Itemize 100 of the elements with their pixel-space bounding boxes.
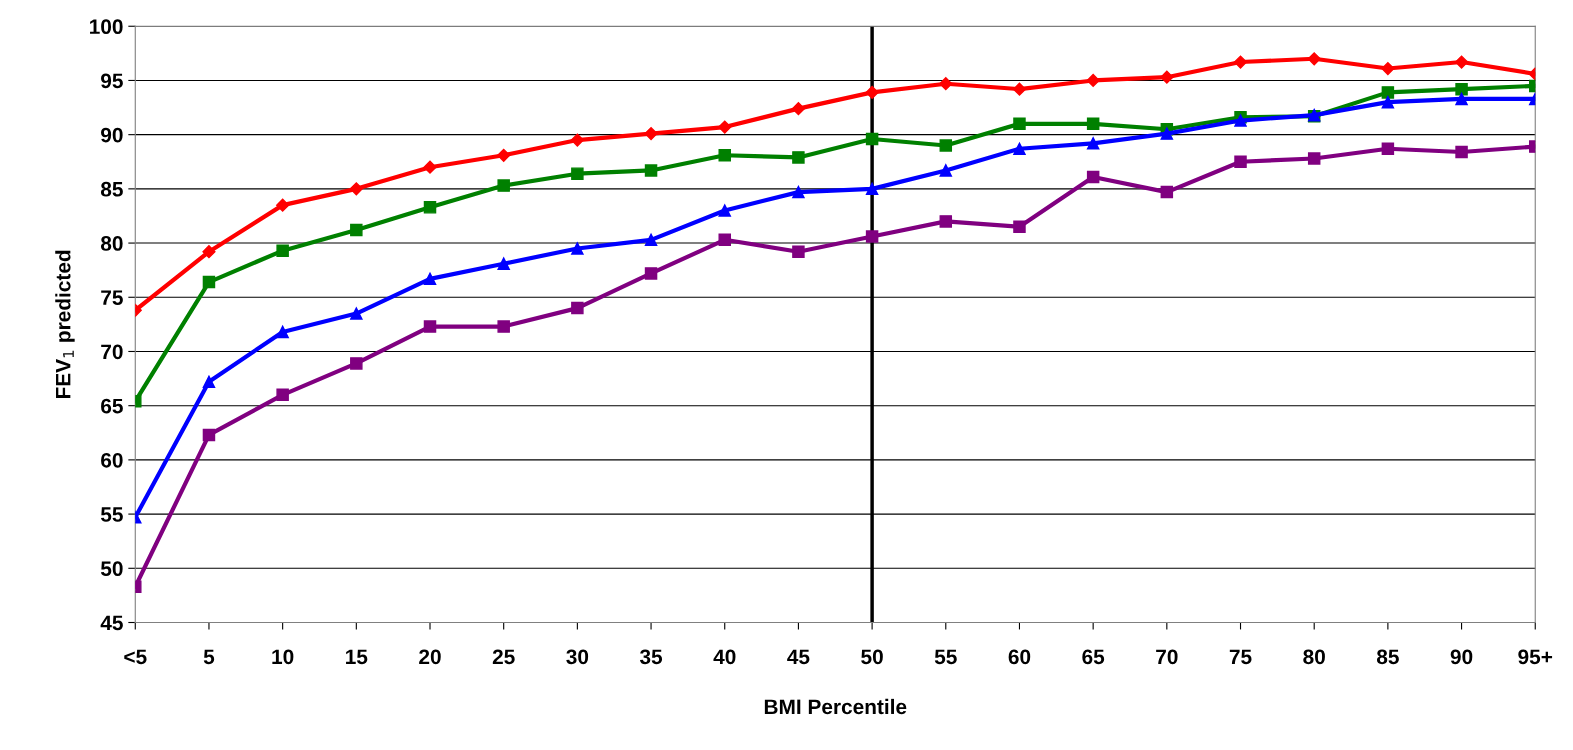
point — [423, 272, 437, 286]
point — [571, 242, 584, 255]
x-tick-label: 5 — [203, 649, 215, 665]
point — [1086, 73, 1100, 88]
point — [1455, 145, 1468, 159]
y-tick-label: 75 — [101, 290, 123, 306]
y-axis-title: FEV$_{1}$ predicted — [55, 250, 75, 399]
point — [644, 267, 658, 280]
x-tick-label: 65 — [1082, 649, 1105, 665]
point — [1013, 142, 1026, 156]
x-tick-label: 35 — [639, 649, 663, 665]
point — [1454, 55, 1469, 69]
point — [1012, 82, 1027, 96]
point — [1086, 137, 1100, 150]
point — [276, 244, 289, 257]
point — [792, 245, 805, 258]
point — [1381, 95, 1395, 109]
point — [1013, 117, 1026, 131]
point — [350, 307, 363, 320]
point — [1307, 152, 1321, 165]
point — [865, 132, 879, 146]
point — [1381, 61, 1395, 76]
point — [792, 151, 805, 164]
point — [939, 139, 953, 152]
point — [276, 388, 289, 402]
y-tick-label: 95 — [101, 73, 123, 89]
point — [865, 85, 879, 99]
y-tick-label: 45 — [100, 615, 123, 631]
point — [1160, 127, 1174, 140]
x-tick-label: 50 — [861, 649, 883, 665]
y-tick-label: 85 — [100, 181, 123, 197]
x-tick-label: 90 — [1450, 649, 1473, 665]
x-tick-label: 15 — [346, 649, 368, 665]
point — [1381, 86, 1395, 99]
point — [1013, 220, 1026, 234]
x-tick-label: 30 — [566, 649, 589, 665]
point — [497, 148, 511, 162]
x-tick-label: 60 — [1008, 649, 1031, 665]
point — [1455, 92, 1468, 106]
point — [1160, 70, 1174, 84]
point — [644, 126, 658, 141]
point — [865, 182, 879, 196]
point — [350, 223, 363, 237]
point — [1455, 82, 1468, 96]
x-tick-label: <5 — [124, 649, 147, 665]
point — [1307, 52, 1321, 66]
point — [1086, 117, 1100, 131]
y-tick-label: 55 — [100, 507, 123, 522]
y-tick-label: 90 — [101, 127, 123, 143]
x-tick-label: 70 — [1156, 649, 1178, 665]
point — [939, 164, 953, 177]
point — [1381, 142, 1395, 156]
x-tick-label: 75 — [1229, 649, 1252, 665]
point — [718, 204, 731, 217]
x-tick-label: 80 — [1303, 649, 1325, 665]
point — [276, 198, 290, 212]
point — [644, 233, 658, 247]
x-tick-label: 95+ — [1518, 649, 1553, 665]
point — [1086, 170, 1100, 184]
point — [865, 230, 879, 243]
y-tick-label: 65 — [101, 398, 123, 414]
point — [1233, 55, 1248, 69]
point — [497, 179, 510, 192]
x-tick-label: 20 — [419, 649, 441, 665]
point — [718, 149, 731, 162]
point — [571, 301, 584, 315]
point — [423, 160, 437, 174]
x-tick-label: 45 — [787, 649, 810, 665]
point — [423, 201, 437, 214]
point — [349, 182, 363, 196]
y-tick-label: 100 — [90, 19, 123, 34]
x-tick-label: 25 — [492, 649, 515, 665]
x-tick-label: 10 — [272, 649, 294, 665]
y-tick-label: 60 — [101, 452, 123, 468]
point — [718, 120, 732, 134]
point — [1160, 185, 1174, 199]
point — [939, 77, 953, 91]
y-tick-label: 70 — [101, 344, 123, 360]
point — [939, 215, 953, 228]
point — [276, 325, 289, 339]
point — [202, 428, 216, 442]
point — [350, 357, 363, 370]
point — [1234, 155, 1247, 169]
point — [644, 164, 658, 177]
y-tick-label: 50 — [100, 561, 123, 577]
point — [202, 275, 216, 289]
x-tick-label: 55 — [934, 649, 957, 665]
point — [571, 167, 584, 180]
point — [570, 133, 584, 147]
point — [202, 375, 216, 389]
point — [423, 320, 437, 333]
point — [718, 233, 731, 247]
x-tick-label: 40 — [713, 649, 736, 665]
point — [497, 320, 510, 333]
point — [792, 185, 805, 199]
point — [202, 245, 216, 259]
point — [791, 102, 806, 116]
y-tick-label: 80 — [100, 236, 123, 251]
x-axis-title: BMI Percentile — [764, 698, 907, 715]
x-tick-label: 85 — [1376, 649, 1399, 665]
